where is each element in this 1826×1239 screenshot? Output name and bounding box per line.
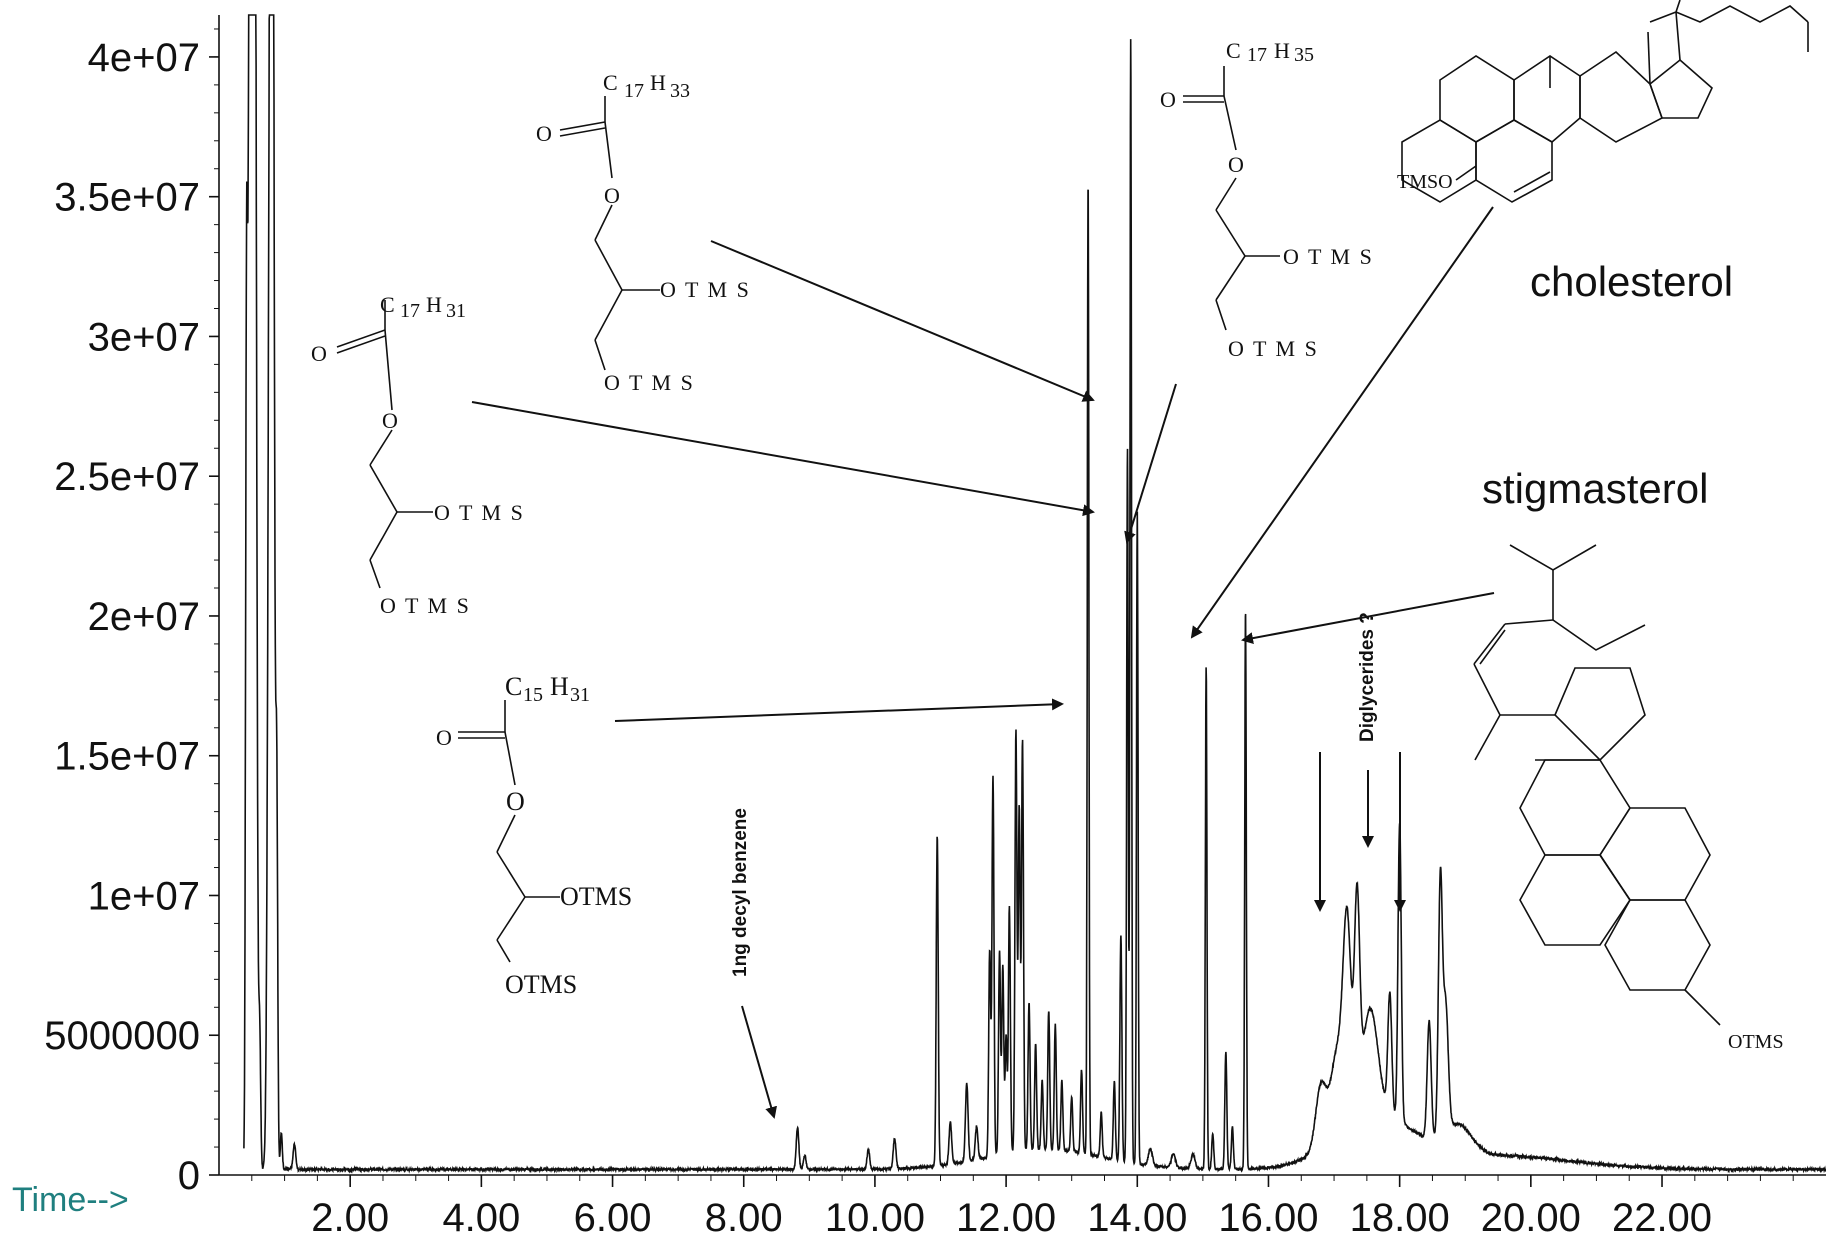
chain-h: H: [1274, 38, 1292, 63]
x-tick-label: 22.00: [1612, 1196, 1712, 1239]
x-tick-label: 20.00: [1481, 1196, 1581, 1239]
structure-c17h35: C 17 H 35 O O O T M S O T M S: [1160, 38, 1374, 361]
x-tick-label: 6.00: [574, 1196, 652, 1239]
carbonyl-o: O: [536, 121, 554, 146]
chain-c: C: [603, 70, 620, 95]
x-tick-label: 14.00: [1087, 1196, 1187, 1239]
x-tick-label: 16.00: [1218, 1196, 1318, 1239]
chain-h-sub: 35: [1294, 44, 1314, 66]
chain-h-sub: 33: [670, 80, 690, 102]
y-tick-label: 1e+07: [88, 874, 200, 918]
y-tick-label: 4e+07: [88, 36, 200, 80]
otms-2: O T M S: [604, 370, 695, 395]
diglycerides-label: Diglycerides ?: [1357, 612, 1378, 742]
chain-c-sub: 17: [400, 300, 420, 322]
x-tick-label: 2.00: [311, 1196, 389, 1239]
ester-o: O: [1228, 152, 1246, 177]
chain-h: H: [550, 672, 569, 701]
x-axis-label: Time-->: [12, 1181, 129, 1219]
chain-c: C: [505, 672, 522, 701]
y-tick-label: 0: [178, 1154, 200, 1198]
arrow-c17h31: [472, 402, 1093, 512]
x-tick-label: 18.00: [1350, 1196, 1450, 1239]
ester-o: O: [506, 787, 525, 816]
otms-2: O T M S: [380, 593, 471, 618]
tmso-label: TMSO: [1397, 171, 1453, 193]
chain-h: H: [650, 70, 668, 95]
carbonyl-o: O: [1160, 87, 1178, 112]
x-tick-label: 8.00: [705, 1196, 783, 1239]
y-tick-label: 3.5e+07: [54, 176, 200, 220]
stigmasterol-structure: OTMS: [1474, 545, 1784, 1053]
stigmasterol-label: stigmasterol: [1482, 465, 1708, 512]
chain-h-sub: 31: [446, 300, 466, 322]
cholesterol-label: cholesterol: [1530, 258, 1733, 305]
chain-h-sub: 31: [570, 684, 590, 706]
decyl-benzene-label: 1ng decyl benzene: [730, 808, 751, 977]
arrow-cholesterol: [1192, 207, 1493, 637]
x-tick-label: 12.00: [956, 1196, 1056, 1239]
y-tick-label: 3e+07: [88, 315, 200, 359]
otms-1: O T M S: [660, 277, 751, 302]
x-tick-label: 4.00: [442, 1196, 520, 1239]
chain-c-sub: 17: [624, 80, 644, 102]
carbonyl-o: O: [436, 725, 454, 750]
otms-label: OTMS: [1728, 1031, 1784, 1053]
otms-2: O T M S: [1228, 336, 1319, 361]
chain-c-sub: 15: [523, 684, 543, 706]
chain-c: C: [1226, 38, 1243, 63]
chain-c: C: [380, 292, 397, 317]
y-tick-label: 5000000: [44, 1014, 200, 1058]
structure-c17h33: C 17 H 33 O O O T M S O T M S: [536, 70, 751, 395]
annotation-arrows: [472, 207, 1494, 1117]
ester-o: O: [382, 408, 400, 433]
structure-c17h31: C 17 H 31 O O O T M S O T M S: [311, 292, 525, 618]
chain-h: H: [426, 292, 444, 317]
x-ticks: 2.00 4.00 6.00 8.00 10.00 12.00 14.00 16.00 18.0…: [252, 1175, 1793, 1239]
chain-c-sub: 17: [1247, 44, 1267, 66]
y-tick-label: 2.5e+07: [54, 455, 200, 499]
x-tick-label: 10.00: [825, 1196, 925, 1239]
y-tick-label: 1.5e+07: [54, 735, 200, 779]
ester-o: O: [604, 183, 622, 208]
arrow-decyl-benzene: [742, 1006, 774, 1117]
y-ticks: 0 5000000 1e+07 1.5e+07 2e+07 2.5e+07 3e+07 3.5…: [44, 29, 219, 1198]
structure-c15h31: C 15 H 31 O O OTMS OTMS: [436, 672, 632, 999]
chromatogram-trace: [244, 15, 1826, 1171]
carbonyl-o: O: [311, 341, 329, 366]
otms-1: O T M S: [1283, 244, 1374, 269]
otms-1: OTMS: [560, 882, 632, 911]
arrow-c17h35: [1127, 384, 1176, 542]
otms-2: OTMS: [505, 970, 577, 999]
otms-1: O T M S: [434, 500, 525, 525]
arrow-c15h31: [615, 704, 1062, 721]
y-tick-label: 2e+07: [88, 595, 200, 639]
arrow-c17h33: [711, 241, 1093, 400]
cholesterol-structure: TMSO: [1397, 0, 1808, 202]
